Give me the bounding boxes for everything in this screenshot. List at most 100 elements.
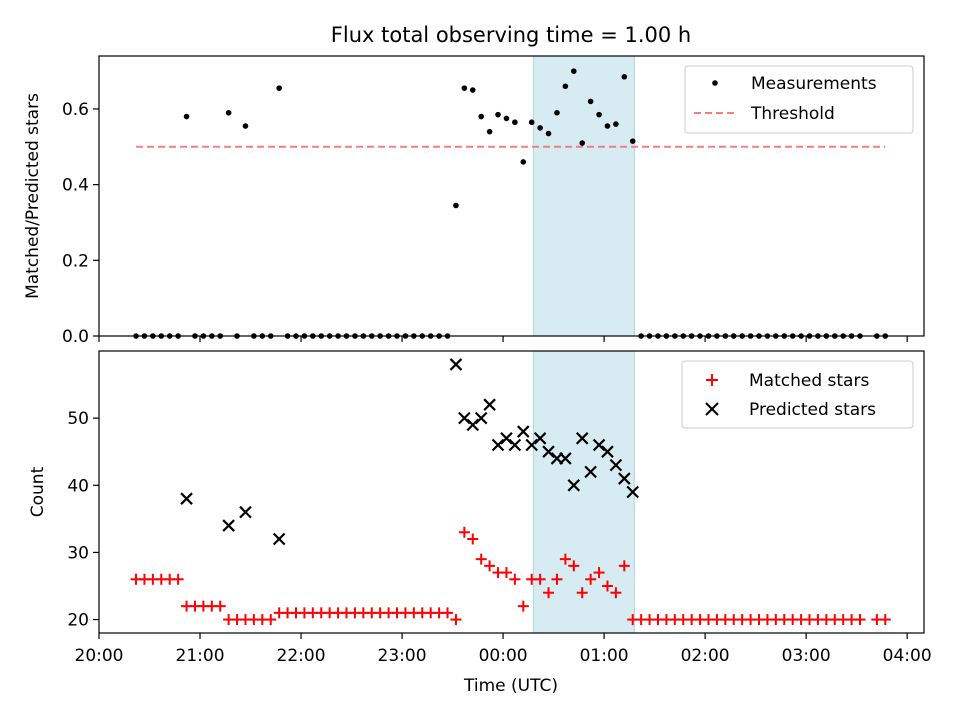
matched-point [458,526,470,538]
measurement-point [495,111,501,118]
legend-marker-measurements [712,80,718,86]
x-tick-label: 21:00 [176,646,225,666]
matched-point [214,600,226,612]
matched-point [534,573,546,585]
matched-point [517,600,529,612]
predicted-point [618,472,631,485]
measurement-point [183,113,190,120]
ratio-y-axis-label: Matched/Predicted stars [23,93,43,299]
x-tick-label: 01:00 [580,646,629,666]
measurement-point [512,119,518,126]
matched-point [509,573,521,585]
matched-point [879,614,891,626]
predicted-point [626,485,640,499]
predicted-point [609,458,623,472]
measurement-point [604,123,611,129]
ratio-panel: 0.0 0.2 0.4 0.6 Matched/Predicted stars Mea… [23,55,925,347]
matched-point [576,587,588,599]
measurement-point [587,98,594,105]
highlight-span [532,55,635,337]
predicted-point [500,432,513,445]
measurement-point [503,115,510,122]
matched-point [484,560,496,572]
chart-title: Flux total observing time = 1.00 h [331,23,691,47]
measurement-point [562,83,569,90]
matched-point [500,567,512,579]
x-tick-label: 03:00 [782,646,831,666]
predicted-point [567,479,581,492]
measurement-point [520,159,527,165]
legend-marker-predicted [705,402,719,416]
predicted-point [584,465,597,479]
predicted-point [239,505,252,519]
matched-point [568,560,580,572]
matched-point [585,573,597,585]
matched-point [450,614,462,626]
matched-point [442,607,454,619]
y-tick-label: 0.4 [62,176,89,196]
x-tick-label: 23:00 [378,646,427,666]
predicted-point [474,411,488,425]
measurement-point [469,87,476,93]
matched-point [265,614,277,626]
predicted-point [491,438,505,452]
y-tick-label: 30 [67,543,89,563]
matched-point [543,587,555,599]
x-tick-label: 20:00 [75,646,124,666]
count-axes-frame [98,350,925,634]
predicted-point [575,432,589,445]
measurement-point [225,109,232,116]
predicted-point [483,398,496,411]
matched-point [593,567,605,579]
x-tick-label: 04:00 [883,646,932,666]
measurement-point [596,111,602,118]
predicted-point [601,445,614,458]
measurement-point [570,68,577,74]
legend-label-measurements: Measurements [751,74,877,94]
count-y-axis-label: Count [28,466,48,517]
y-tick-label: 50 [67,409,89,429]
measurement-point [461,85,468,91]
y-tick-label: 0.2 [62,251,89,271]
highlight-span [532,350,635,634]
predicted-point [592,438,606,452]
legend-label-threshold: Threshold [750,104,835,124]
y-tick-label: 20 [67,611,89,631]
measurement-point [486,128,493,135]
predicted-point [525,438,538,452]
measurement-point [453,202,459,209]
measurement-point [242,123,249,129]
measurement-point [579,140,586,146]
x-tick-label: 22:00 [277,646,326,666]
measurement-point [276,85,282,91]
x-tick-label: 02:00 [681,646,730,666]
x-axis-label: Time (UTC) [463,676,558,696]
predicted-point [533,432,547,445]
predicted-point [222,519,235,532]
matched-point [854,614,866,626]
measurement-point [528,119,535,126]
predicted-point [458,411,471,425]
count-legend: Matched stars Predicted stars [681,360,914,429]
y-tick-label: 0.6 [62,100,89,120]
measurement-point [621,74,628,80]
legend-label-predicted: Predicted stars [749,400,876,420]
predicted-point [517,425,530,438]
matched-point [551,573,563,585]
legend-marker-matched [706,374,718,386]
y-tick-label: 40 [67,476,89,496]
y-tick-label: 0.0 [62,327,89,347]
measurement-point [629,138,636,144]
predicted-point [466,418,480,432]
x-tick-label: 00:00 [479,646,528,666]
matched-point [618,560,630,572]
predicted-point [559,452,572,465]
matched-point [475,553,487,565]
count-panel: 20 30 40 50 20:00 21:00 22:00 23:00 00:00 01:00 0… [28,350,932,696]
matched-point [559,553,571,565]
measurement-point [613,121,619,127]
matched-point [172,573,184,585]
ratio-axes-frame [98,55,925,337]
predicted-point [508,438,522,452]
